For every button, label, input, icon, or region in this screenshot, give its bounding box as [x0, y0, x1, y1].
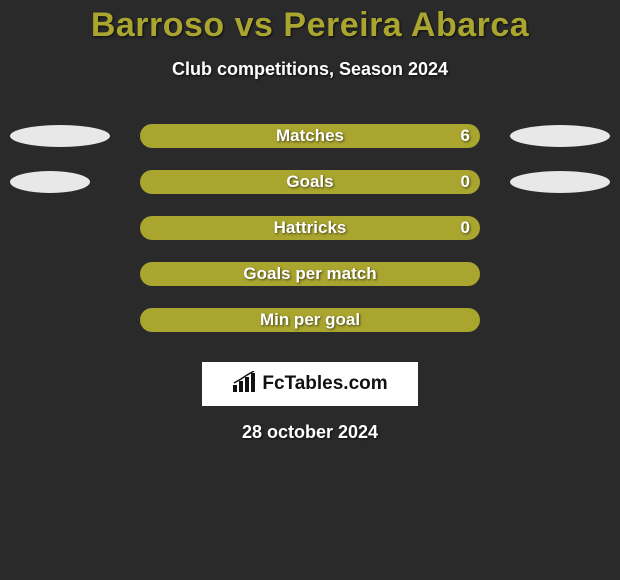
stat-pill: Min per goal — [140, 308, 480, 332]
stat-pill: Goals per match — [140, 262, 480, 286]
stat-row: Hattricks0 — [0, 214, 620, 260]
stat-pill: Goals0 — [140, 170, 480, 194]
brand-inner: FcTables.com — [232, 371, 387, 398]
stat-value-right: 6 — [461, 126, 470, 146]
bars-chart-icon — [232, 371, 258, 398]
stat-value-right: 0 — [461, 172, 470, 192]
stat-label: Hattricks — [140, 218, 480, 238]
ellipse-left — [10, 171, 90, 193]
stat-row: Goals per match — [0, 260, 620, 306]
stat-row: Goals0 — [0, 168, 620, 214]
stat-pill: Hattricks0 — [140, 216, 480, 240]
date-label: 28 october 2024 — [0, 422, 620, 443]
ellipse-left — [10, 125, 110, 147]
page-title: Barroso vs Pereira Abarca — [0, 0, 620, 45]
ellipse-right — [510, 125, 610, 147]
stat-pill: Matches6 — [140, 124, 480, 148]
stat-label: Goals per match — [140, 264, 480, 284]
page-subtitle: Club competitions, Season 2024 — [0, 59, 620, 80]
ellipse-right — [510, 171, 610, 193]
stats-area: Matches6Goals0Hattricks0Goals per matchM… — [0, 122, 620, 352]
stat-row: Min per goal — [0, 306, 620, 352]
stat-value-right: 0 — [461, 218, 470, 238]
stat-label: Min per goal — [140, 310, 480, 330]
stat-label: Matches — [140, 126, 480, 146]
stat-row: Matches6 — [0, 122, 620, 168]
brand-text: FcTables.com — [262, 373, 387, 395]
brand-box: FcTables.com — [202, 362, 418, 406]
stat-label: Goals — [140, 172, 480, 192]
